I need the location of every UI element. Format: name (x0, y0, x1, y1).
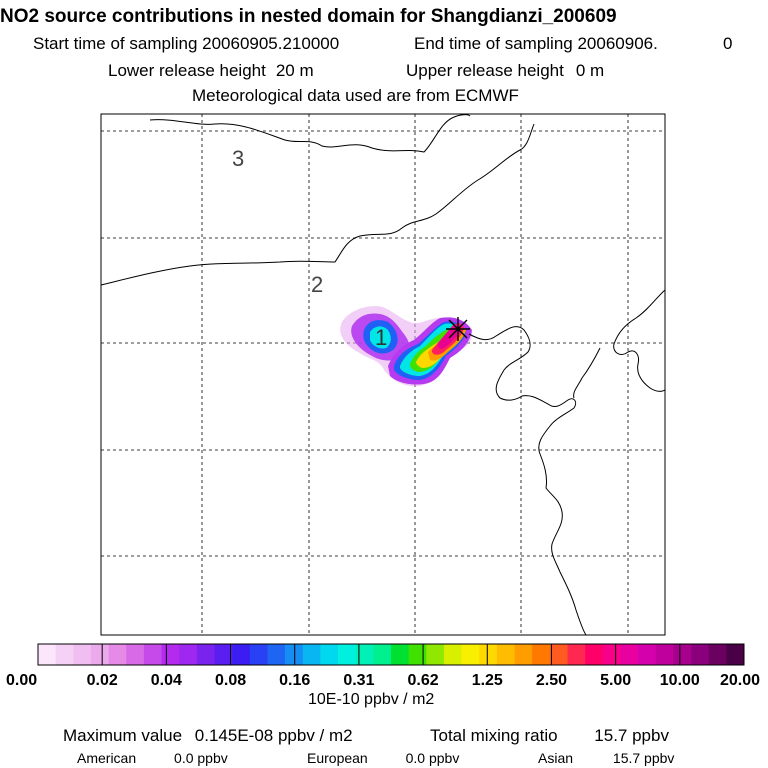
colorbar-swatch (73, 644, 92, 665)
colorbar-swatch (585, 644, 604, 665)
contour-label-3: 3 (232, 146, 244, 171)
colorbar-tick-label: 20.00 (720, 672, 760, 689)
colorbar-swatch (638, 644, 657, 665)
contour-label-2: 2 (311, 272, 323, 297)
colorbar-swatch (196, 644, 215, 665)
colorbar-swatch (38, 644, 56, 665)
end-time-label: End time of sampling 20060906. (414, 34, 658, 53)
colorbar-swatch (691, 644, 709, 665)
chart-title: NO2 source contributions in nested domai… (0, 6, 617, 27)
lower-release-label: Lower release height (108, 61, 266, 80)
colorbar-ticks: 0.00 0.02 0.04 0.08 0.16 0.31 0.62 1.25 2.50 5.00… (6, 672, 760, 689)
receptor-marker (446, 317, 470, 341)
maximum-value: Maximum value 0.145E-08 ppbv / m2 (63, 726, 353, 746)
colorbar-swatch (55, 644, 74, 665)
map-frame (100, 113, 666, 636)
met-data-note: Meteorological data used are from ECMWF (192, 86, 519, 105)
european-value: 0.0 ppbv (405, 750, 460, 766)
colorbar-swatch (90, 644, 109, 665)
colorbar-swatch (567, 644, 586, 665)
contour-labels: 3 2 1 (232, 146, 387, 350)
colorbar-units: 10E-10 ppbv / m2 (308, 691, 435, 708)
asian-contribution: Asian 15.7 ppbv (538, 750, 674, 766)
total-label: Total mixing ratio (430, 726, 558, 745)
colorbar-swatch (249, 644, 268, 665)
boundary-peninsula (573, 347, 601, 399)
colorbar-swatch (391, 644, 409, 665)
colorbar-swatch (161, 644, 180, 665)
colorbar-tick-label: 10.00 (660, 672, 700, 689)
colorbar-swatch (320, 644, 339, 665)
colorbar-swatch (461, 644, 480, 665)
colorbar-swatch (179, 644, 198, 665)
colorbar-tick-label: 0.04 (151, 672, 182, 689)
colorbar-swatch (655, 644, 674, 665)
colorbar-tick-label: 0.02 (87, 672, 118, 689)
colorbar-swatch (602, 644, 621, 665)
lower-release-height: Lower release height 20 m (108, 61, 314, 81)
american-label: American (77, 750, 137, 766)
total-value: 15.7 ppbv (594, 726, 669, 745)
european-label: European (307, 750, 368, 766)
colorbar-tick-label: 0.08 (215, 672, 246, 689)
american-contribution: American 0.0 ppbv (77, 750, 228, 766)
upper-release-value: 0 m (575, 61, 605, 80)
colorbar-swatch (408, 644, 427, 665)
end-time: End time of sampling 20060906. 0 (414, 34, 732, 54)
boundary-korea (613, 289, 666, 392)
american-value: 0.0 ppbv (174, 750, 228, 766)
total-mixing-ratio: Total mixing ratio 15.7 ppbv (430, 726, 669, 746)
colorbar-swatch (143, 644, 162, 665)
boundary-border-north (149, 114, 471, 153)
max-label: Maximum value (63, 726, 183, 745)
colorbar-swatch (549, 644, 568, 665)
upper-release-height: Upper release height 0 m (406, 61, 604, 81)
boundary-coast (468, 326, 587, 636)
upper-release-label: Upper release height (406, 61, 564, 80)
start-time: Start time of sampling 20060905.210000 (33, 34, 340, 53)
boundary-border-mid (100, 123, 535, 286)
colorbar-swatch (126, 644, 145, 665)
colorbar-tick-label: 5.00 (600, 672, 631, 689)
colorbar-tick-label: 0.00 (6, 672, 37, 689)
colorbar-swatch (426, 644, 445, 665)
contour-label-1: 1 (375, 325, 387, 350)
colorbar-swatch (726, 644, 745, 665)
colorbar-swatch (496, 644, 515, 665)
colorbar-swatch (302, 644, 321, 665)
colorbar-swatch (532, 644, 551, 665)
colorbar-swatch (232, 644, 251, 665)
colorbar-tick-label: 0.62 (408, 672, 439, 689)
colorbar-swatch (108, 644, 127, 665)
colorbar-swatch (338, 644, 356, 665)
colorbar-tick-label: 0.31 (343, 672, 374, 689)
colorbar-tick-label: 2.50 (536, 672, 567, 689)
colorbar (37, 643, 745, 666)
end-time-value: 0 (723, 34, 733, 53)
european-contribution: European 0.0 ppbv (307, 750, 459, 766)
colorbar-swatch (285, 644, 304, 665)
asian-value: 15.7 ppbv (612, 750, 675, 766)
colorbar-tick-label: 0.16 (279, 672, 310, 689)
colorbar-swatch (620, 644, 639, 665)
lower-release-value: 20 m (275, 61, 314, 80)
boundaries (100, 114, 666, 636)
plume-west-cyan (370, 326, 391, 349)
max-value: 0.145E-08 ppbv / m2 (194, 726, 353, 745)
map-grid (101, 114, 665, 635)
colorbar-swatch (373, 644, 392, 665)
plume-peak (438, 324, 461, 349)
colorbar-swatch (443, 644, 462, 665)
colorbar-swatch (479, 644, 498, 665)
colorbar-swatch (267, 644, 286, 665)
colorbar-swatch (214, 644, 233, 665)
colorbar-swatch (514, 644, 533, 665)
plume-field (340, 306, 473, 387)
asian-label: Asian (538, 750, 574, 766)
colorbar-swatch (673, 644, 692, 665)
colorbar-swatch (708, 644, 727, 665)
colorbar-tick-label: 1.25 (472, 672, 503, 689)
colorbar-swatch (355, 644, 374, 665)
